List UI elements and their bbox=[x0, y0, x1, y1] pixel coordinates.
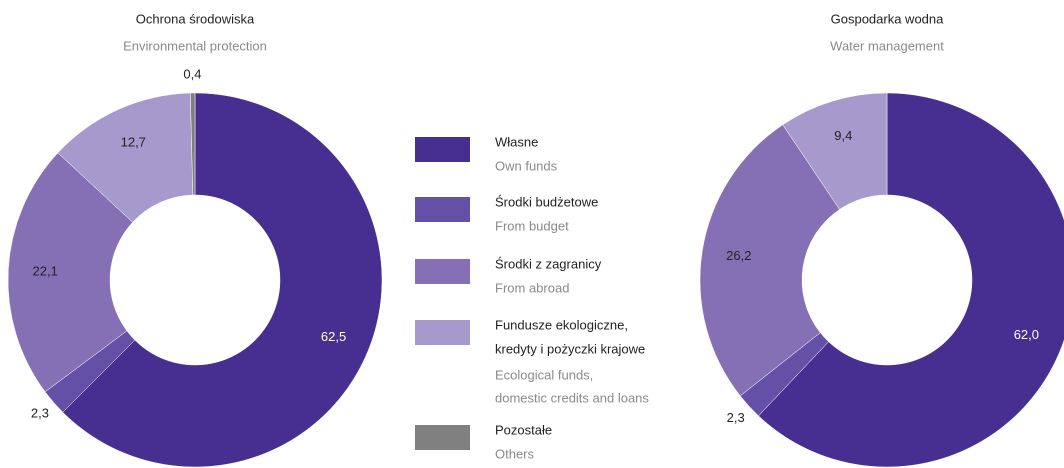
legend-label: Własne bbox=[495, 134, 538, 149]
donut-slice bbox=[758, 92, 1064, 468]
value-label: 2,3 bbox=[727, 410, 745, 425]
legend-swatch bbox=[415, 320, 470, 345]
legend-label-en: Ecological funds, bbox=[495, 367, 593, 382]
value-label: 12,7 bbox=[121, 135, 146, 150]
donut-slice bbox=[190, 92, 196, 196]
legend-label-en: Own funds bbox=[495, 158, 558, 173]
value-label: 62,5 bbox=[321, 329, 346, 344]
legend-label: Środki budżetowe bbox=[495, 194, 598, 209]
legend-label: Pozostałe bbox=[495, 422, 552, 437]
value-label: 2,3 bbox=[31, 406, 49, 421]
value-label: 62,0 bbox=[1014, 327, 1039, 342]
legend-label-en: domestic credits and loans bbox=[495, 390, 649, 405]
value-label: 0,4 bbox=[183, 66, 201, 81]
donut-slice bbox=[699, 124, 840, 397]
legend-swatch bbox=[415, 197, 470, 222]
donut-slice bbox=[782, 92, 888, 210]
value-label: 9,4 bbox=[834, 128, 852, 143]
chart-subtitle: Water management bbox=[830, 38, 944, 53]
value-label: 22,1 bbox=[33, 263, 58, 278]
donut-slice bbox=[57, 92, 194, 223]
legend-label-en: From budget bbox=[495, 218, 569, 233]
legend-label: Fundusze ekologiczne, bbox=[495, 317, 628, 332]
legend-swatch bbox=[415, 425, 470, 450]
chart-title: Gospodarka wodna bbox=[831, 11, 945, 26]
legend-label-en: Others bbox=[495, 446, 535, 461]
chart-title: Ochrona środowiska bbox=[136, 11, 255, 26]
value-label: 26,2 bbox=[726, 248, 751, 263]
legend-label: Środki z zagranicy bbox=[495, 256, 602, 271]
donut-slice bbox=[62, 92, 383, 468]
donut-slice bbox=[7, 152, 134, 393]
legend-swatch bbox=[415, 259, 470, 284]
legend-swatch bbox=[415, 137, 470, 162]
chart-subtitle: Environmental protection bbox=[123, 38, 267, 53]
legend-label-en: From abroad bbox=[495, 280, 569, 295]
legend-label: kredyty i pożyczki krajowe bbox=[495, 341, 645, 356]
